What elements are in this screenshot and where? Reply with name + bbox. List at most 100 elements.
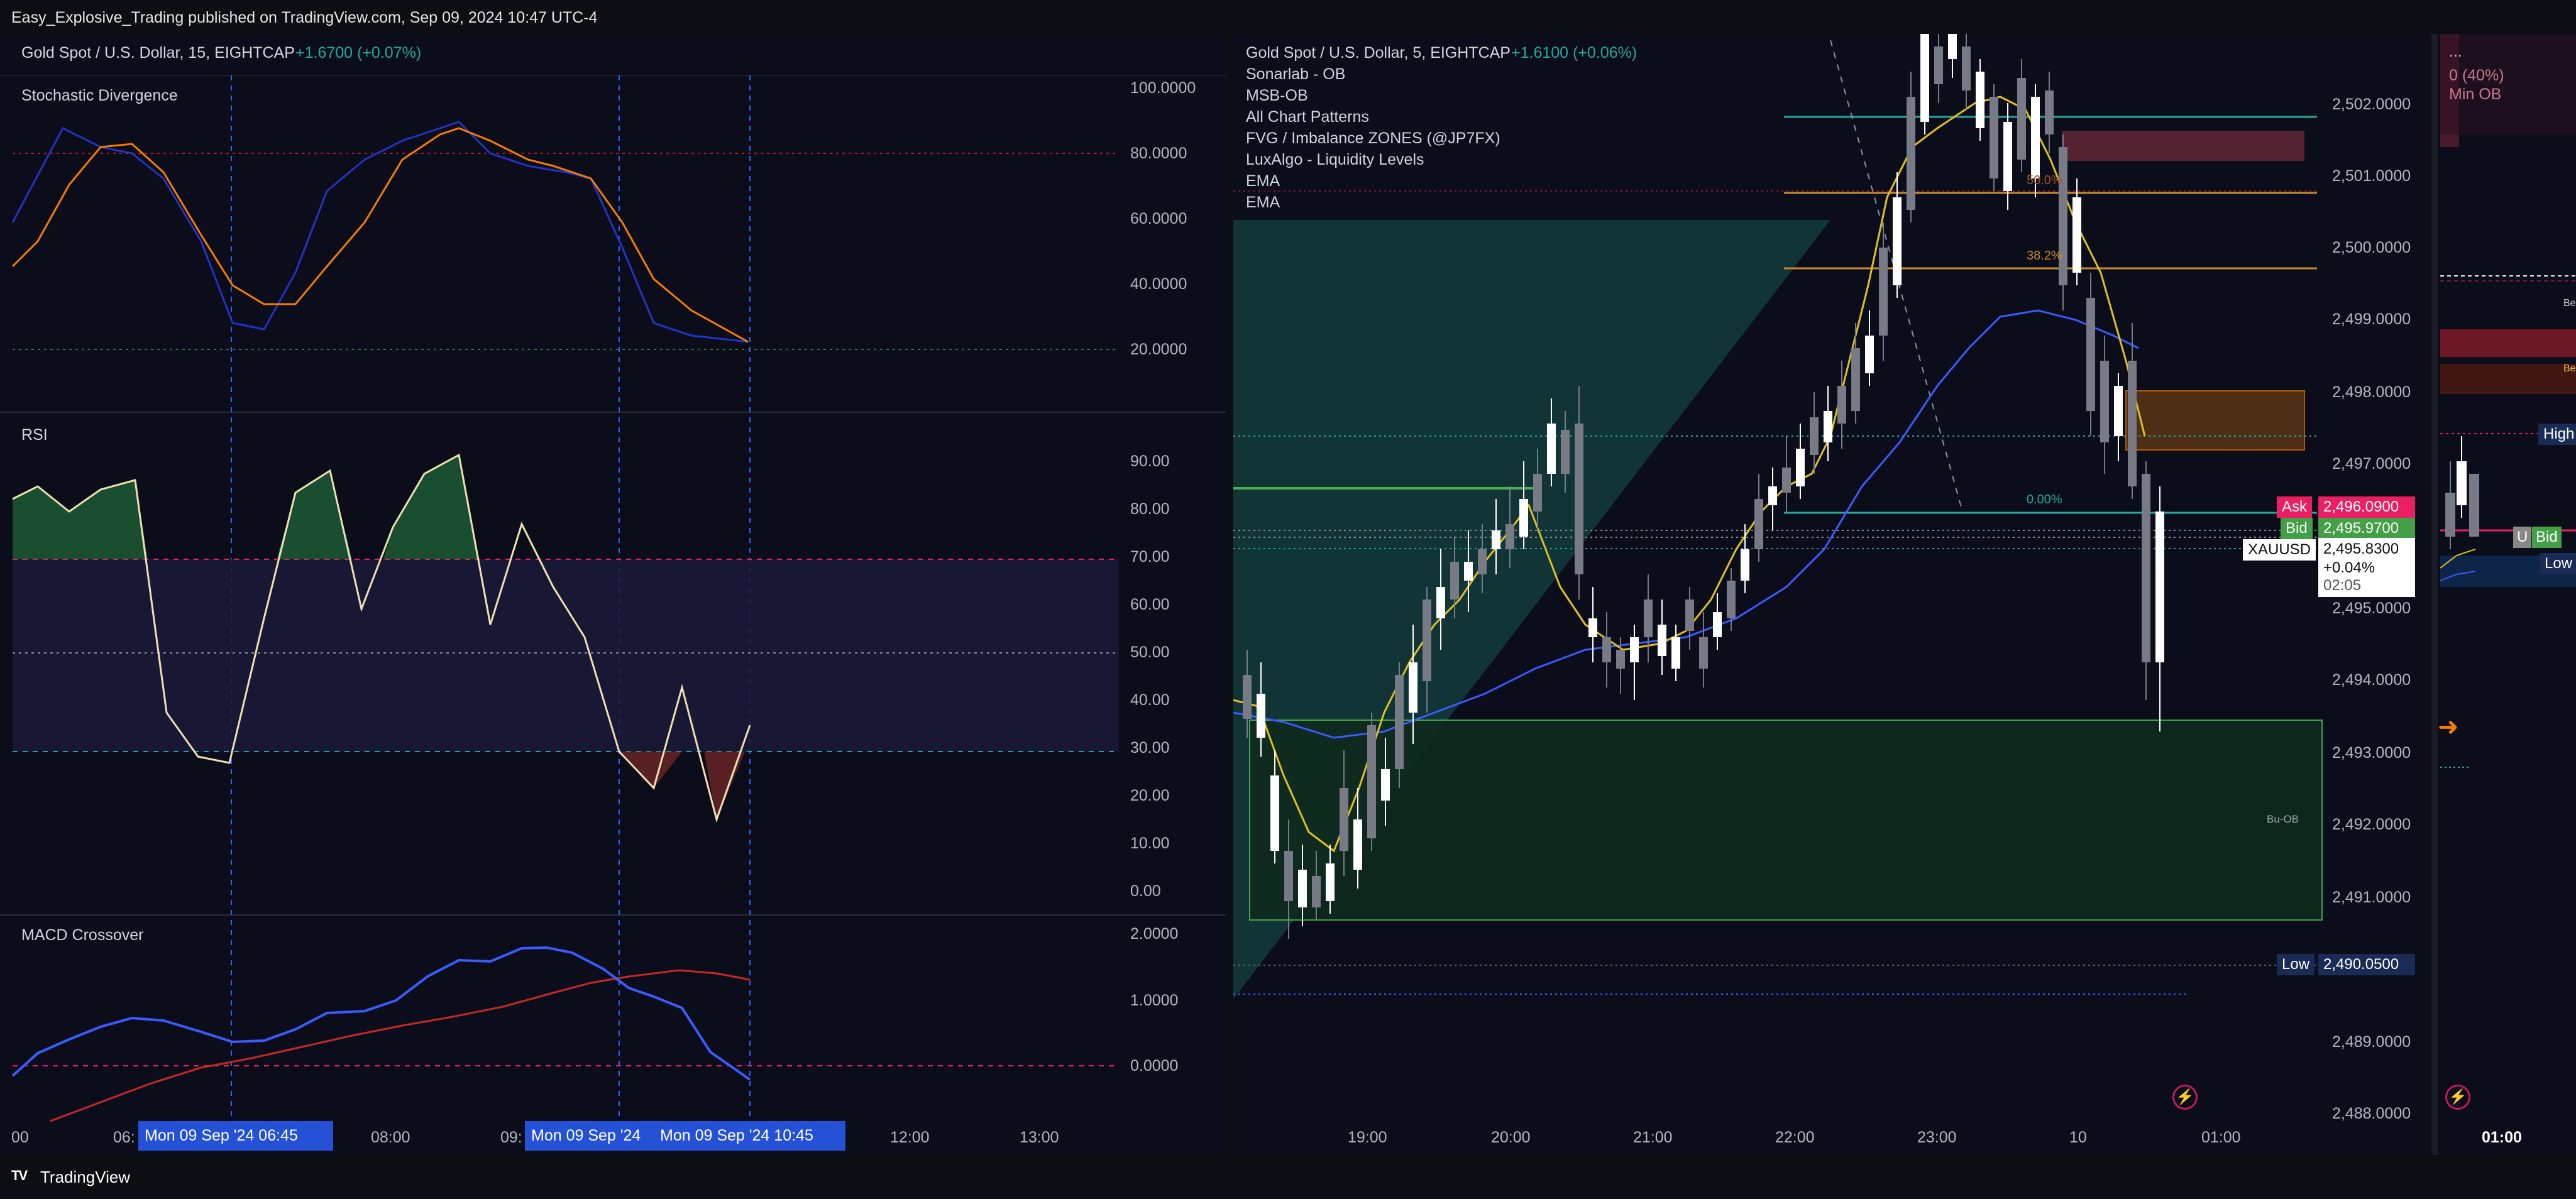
candle-body (1865, 336, 1874, 373)
candle-body (2031, 97, 2040, 178)
indicator-label[interactable]: All Chart Patterns (1246, 108, 1369, 126)
candle-body (2059, 147, 2067, 285)
last-price: 2,495.8300 (2323, 540, 2399, 557)
rsi-title[interactable]: RSI (21, 426, 48, 444)
mini-u-label: U (2513, 527, 2532, 548)
candle-body (1340, 788, 1348, 851)
lightning-icon[interactable]: ⚡ (2445, 1085, 2470, 1110)
candle-body (1478, 549, 1487, 574)
candle-body (1257, 694, 1265, 738)
candle-body (1561, 430, 1570, 474)
indicator-label[interactable]: LuxAlgo - Liquidity Levels (1246, 151, 1424, 168)
candle-body (1810, 417, 1819, 455)
indicator-pane[interactable]: Gold Spot / U.S. Dollar, 15, EIGHTCAP +1… (0, 34, 1226, 1155)
candle-body (1575, 424, 1583, 574)
candle-body (1367, 725, 1376, 838)
mini-low-label: Low (2540, 553, 2576, 574)
indicator-label[interactable]: Sonarlab - OB (1246, 65, 1346, 83)
rsi-tick: 0.00 (1130, 882, 1161, 900)
candle-body (2045, 90, 2054, 134)
price-tick: 2,491.0000 (2332, 889, 2411, 906)
candle-body (1395, 675, 1404, 769)
rsi-tick: 60.00 (1130, 596, 1170, 613)
rsi-tick: 10.00 (1130, 835, 1170, 852)
rsi-tick: 90.00 (1130, 452, 1170, 470)
candle-body (1644, 600, 1653, 637)
candle-body (2086, 298, 2095, 411)
ask-label: Ask (2277, 496, 2313, 518)
candle-body (1464, 562, 1473, 581)
rsi-tick: 40.00 (1130, 691, 1170, 709)
candle-body (1423, 600, 1431, 681)
time-label: 09: (500, 1129, 522, 1146)
price-tick: 2,488.0000 (2332, 1105, 2411, 1122)
ob-label: Bu-OB (2267, 813, 2299, 825)
tradingview-logo-icon: TV (11, 1168, 28, 1183)
price-tick: 2,494.0000 (2332, 671, 2411, 689)
time-label: 08:00 (371, 1129, 410, 1146)
mini-dots: ... (2449, 43, 2462, 60)
candle-body (1588, 618, 1597, 637)
indicator-label[interactable]: EMA (1246, 172, 1280, 190)
mini-high-label: High (2538, 424, 2576, 445)
time-label: 22:00 (1775, 1129, 1815, 1146)
last-change: +0.04% (2323, 559, 2375, 576)
candle-body (1962, 47, 1971, 90)
candle-body (1353, 819, 1362, 870)
ask-price: 2,496.0900 (2318, 496, 2415, 518)
time-label: 13:00 (1020, 1129, 1059, 1146)
price-tick: 2,492.0000 (2332, 816, 2411, 833)
footer: TV TradingView (0, 1155, 2576, 1199)
fib-label: 38.2% (2027, 249, 2062, 263)
candle-body (1602, 637, 1611, 662)
candle-body (1713, 612, 1722, 637)
candle-body (1699, 637, 1708, 669)
lightning-icon[interactable]: ⚡ (2172, 1085, 2198, 1110)
right-symbol-change: +1.6100 (+0.06%) (1511, 44, 1638, 62)
candle-body (1824, 411, 1832, 442)
mini-bid-label: Bid (2532, 527, 2562, 548)
price-tick: 2,497.0000 (2332, 455, 2411, 473)
candle-body (1312, 876, 1321, 907)
publish-header: Easy_Explosive_Trading published on Trad… (0, 0, 2576, 34)
candle-body (1326, 863, 1335, 901)
candle-body (1782, 468, 1791, 493)
indicator-label[interactable]: MSB-OB (1246, 87, 1308, 104)
time-highlight: Mon 09 Sep '24 10:45 (654, 1121, 845, 1151)
mini-be-label: Be- (2563, 298, 2576, 309)
time-label: 23:00 (1917, 1129, 1957, 1146)
mini-percent: 0 (40%) (2449, 67, 2504, 84)
candle-body (2003, 122, 2012, 191)
low-label: Low (2277, 954, 2315, 975)
macd-tick: 1.0000 (1130, 992, 1179, 1009)
mini-chart-pane[interactable]: ... 0 (40%) Min OB Be- Be- High U Bid Lo… (2431, 34, 2576, 1155)
bid-label: Bid (2281, 518, 2313, 539)
candle-body (2142, 474, 2150, 662)
price-tick: 2,495.0000 (2332, 600, 2411, 617)
symbol-tag: XAUUSD (2243, 539, 2316, 561)
right-symbol-title[interactable]: Gold Spot / U.S. Dollar, 5, EIGHTCAP (1246, 44, 1511, 62)
fib-label: 0.00% (2027, 493, 2062, 506)
time-label: 19:00 (1348, 1129, 1387, 1146)
candle-body (1741, 549, 1749, 581)
candle-body (1671, 637, 1680, 669)
indicator-label[interactable]: FVG / Imbalance ZONES (@JP7FX) (1246, 129, 1500, 147)
candle-body (1976, 72, 1984, 128)
indicator-label[interactable]: EMA (1246, 194, 1280, 211)
candle-body (1837, 386, 1846, 424)
fib-label: 50.0% (2027, 173, 2062, 187)
candle-body (1658, 625, 1666, 656)
arrow-right-icon[interactable]: ➜ (2438, 713, 2459, 741)
macd-title[interactable]: MACD Crossover (21, 926, 144, 944)
price-chart-pane[interactable]: Gold Spot / U.S. Dollar, 5, EIGHTCAP +1.… (1233, 34, 2428, 1155)
stoch-title[interactable]: Stochastic Divergence (21, 87, 178, 104)
left-symbol-title[interactable]: Gold Spot / U.S. Dollar, 15, EIGHTCAP (21, 44, 295, 62)
candle-body (2128, 361, 2137, 486)
time-label: 10 (2069, 1129, 2087, 1146)
brand-name: TradingView (40, 1168, 131, 1186)
stoch-tick: 100.0000 (1130, 79, 1196, 97)
bar-countdown: 02:05 (2323, 577, 2362, 594)
candle-body (1796, 449, 1805, 486)
rsi-tick: 70.00 (1130, 548, 1170, 566)
price-tick: 2,500.0000 (2332, 239, 2411, 256)
